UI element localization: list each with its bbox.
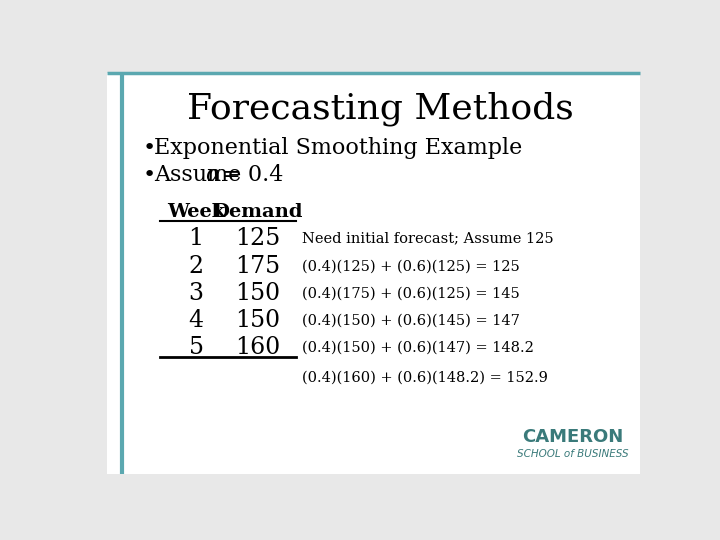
Text: (0.4)(150) + (0.6)(147) = 148.2: (0.4)(150) + (0.6)(147) = 148.2: [302, 341, 534, 355]
Text: Exponential Smoothing Example: Exponential Smoothing Example: [154, 137, 523, 159]
Text: 3: 3: [189, 282, 204, 305]
Text: = 0.4: = 0.4: [215, 164, 284, 186]
FancyBboxPatch shape: [107, 73, 639, 474]
Text: (0.4)(160) + (0.6)(148.2) = 152.9: (0.4)(160) + (0.6)(148.2) = 152.9: [302, 370, 548, 384]
Text: Need initial forecast; Assume 125: Need initial forecast; Assume 125: [302, 232, 554, 246]
Text: α: α: [205, 164, 220, 186]
Text: •: •: [143, 165, 156, 185]
Text: (0.4)(175) + (0.6)(125) = 145: (0.4)(175) + (0.6)(125) = 145: [302, 287, 520, 300]
Text: •: •: [143, 138, 156, 158]
Text: Assume: Assume: [154, 164, 248, 186]
Text: 175: 175: [235, 255, 280, 278]
Text: (0.4)(125) + (0.6)(125) = 125: (0.4)(125) + (0.6)(125) = 125: [302, 259, 520, 273]
Text: Week: Week: [167, 202, 225, 220]
Text: Demand: Demand: [212, 202, 302, 220]
Text: 150: 150: [235, 282, 280, 305]
Text: 4: 4: [189, 309, 204, 332]
Text: SCHOOL of BUSINESS: SCHOOL of BUSINESS: [517, 449, 629, 460]
Text: 5: 5: [189, 336, 204, 359]
Text: 160: 160: [235, 336, 280, 359]
Text: 150: 150: [235, 309, 280, 332]
Text: 125: 125: [235, 227, 280, 250]
Text: 2: 2: [189, 255, 204, 278]
Text: Forecasting Methods: Forecasting Methods: [186, 91, 574, 126]
Text: CAMERON: CAMERON: [522, 428, 624, 446]
Text: 1: 1: [189, 227, 204, 250]
Text: (0.4)(150) + (0.6)(145) = 147: (0.4)(150) + (0.6)(145) = 147: [302, 314, 520, 328]
